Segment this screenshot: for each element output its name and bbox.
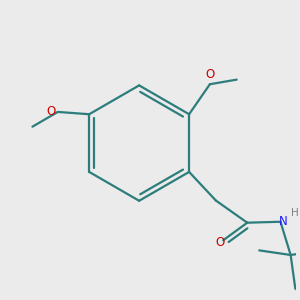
Text: N: N	[279, 215, 288, 228]
Text: O: O	[205, 68, 214, 80]
Text: O: O	[46, 105, 56, 119]
Text: H: H	[291, 208, 299, 218]
Text: O: O	[215, 236, 224, 249]
